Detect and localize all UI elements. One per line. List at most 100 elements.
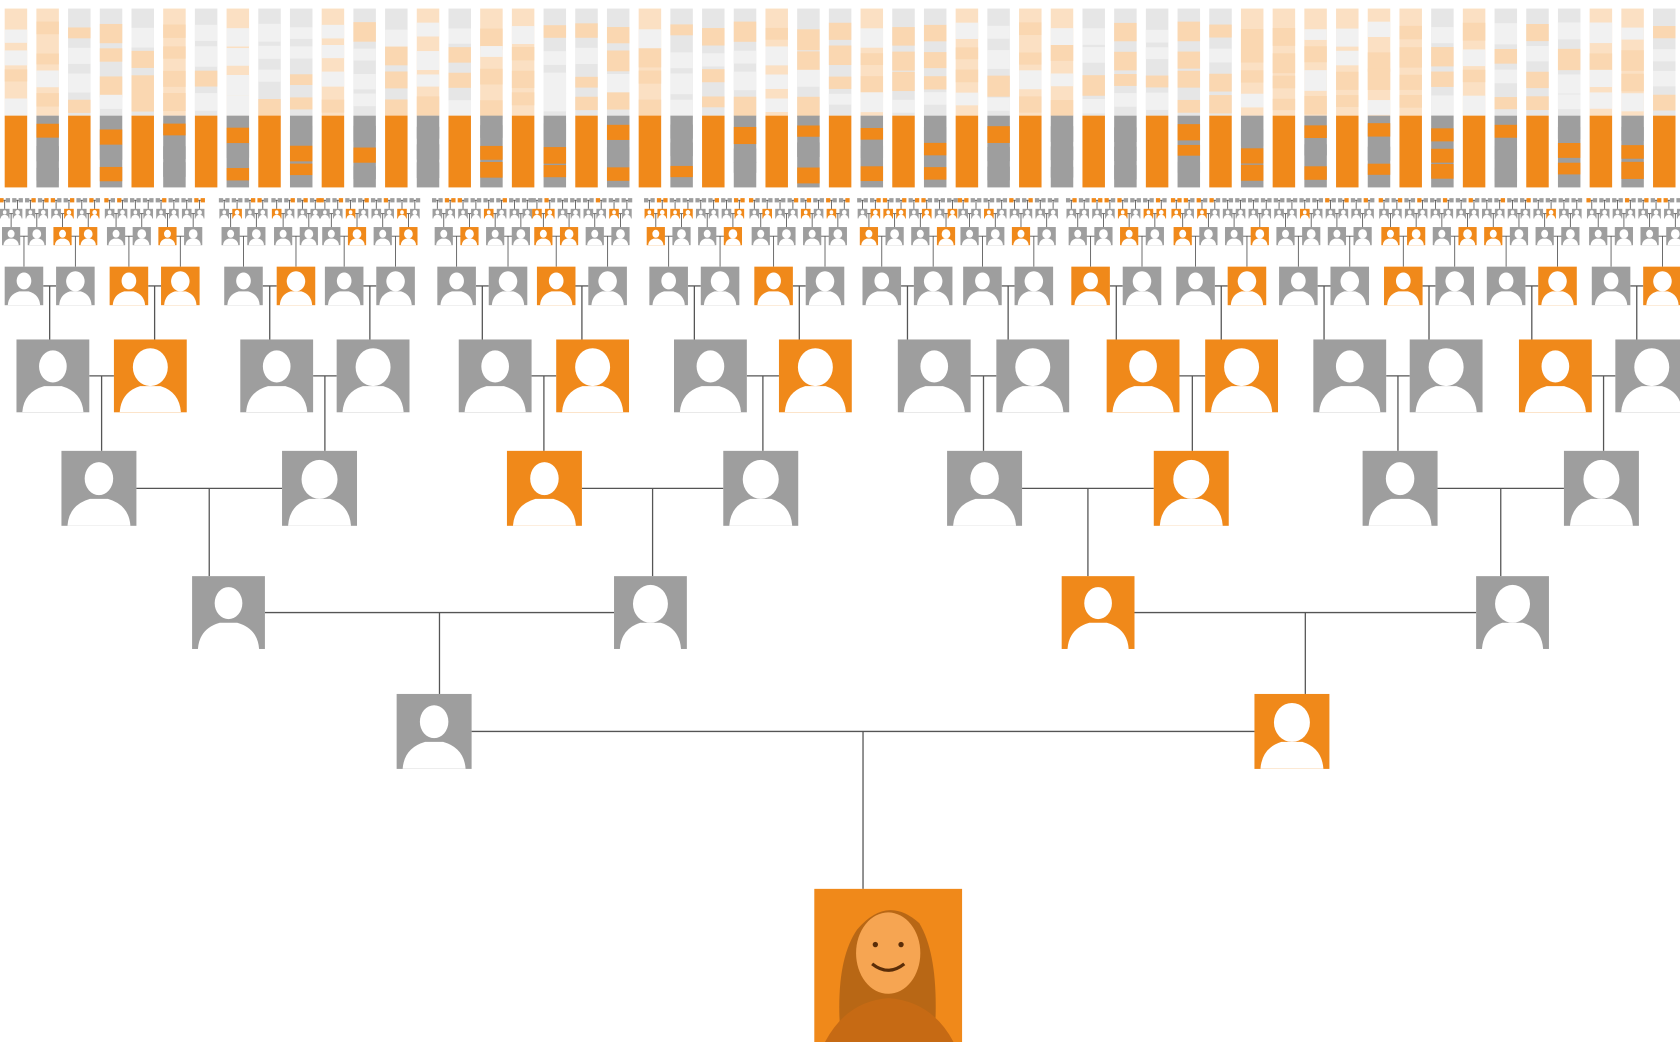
column-segment (1114, 127, 1136, 142)
column-segment (163, 25, 185, 38)
ancestor (735, 209, 745, 219)
ancestor-box (1117, 198, 1121, 202)
ancestor (1228, 267, 1267, 306)
ancestor (1536, 227, 1554, 245)
ancestor-box (451, 198, 455, 202)
column-segment (987, 26, 1009, 39)
ancestor (762, 209, 772, 219)
column-segment (829, 46, 851, 65)
ancestor-box (1443, 198, 1447, 202)
column-segment (322, 116, 344, 188)
ancestor (105, 209, 115, 219)
column-segment (227, 168, 249, 180)
ancestor (1251, 227, 1269, 245)
ancestor (1410, 339, 1483, 412)
ancestor (460, 227, 478, 245)
ancestor-box (958, 198, 962, 202)
ancestor-box (445, 198, 449, 202)
column-segment (195, 25, 217, 41)
column-segment (195, 116, 217, 188)
ancestor (670, 209, 680, 219)
ancestor (584, 209, 594, 219)
column-segment (1526, 46, 1548, 61)
column-segment (734, 149, 756, 163)
ancestor-box (1267, 198, 1271, 202)
ancestor (722, 209, 732, 219)
column-segment (765, 28, 787, 40)
ancestor (788, 209, 798, 219)
ancestor (909, 209, 919, 219)
ancestor-box (1184, 198, 1188, 202)
ancestor-box (1488, 198, 1492, 202)
ancestor (28, 227, 46, 245)
column-segment (1495, 125, 1517, 138)
ancestor-box (622, 198, 626, 202)
ancestor (1508, 209, 1518, 219)
nodes (0, 198, 1680, 769)
ancestor (507, 451, 582, 526)
ancestor (143, 209, 153, 219)
ancestor (1435, 267, 1474, 306)
column-segment (829, 23, 851, 40)
ancestor (1171, 209, 1181, 219)
ancestor-box (551, 198, 555, 202)
ancestor-box (902, 198, 906, 202)
ancestor-box (1209, 198, 1213, 202)
column-segment (1463, 49, 1485, 66)
ancestor (1079, 209, 1089, 219)
ancestor (1300, 209, 1310, 219)
ancestor (1363, 451, 1438, 526)
ancestor-box (857, 198, 861, 202)
column-segment (702, 116, 724, 188)
ancestor-box (734, 198, 738, 202)
ancestor (537, 267, 576, 306)
column-segment (1019, 96, 1041, 112)
column-segment (1273, 76, 1295, 89)
ancestor (1487, 267, 1526, 306)
ancestor-box (807, 198, 811, 202)
ancestor-box (1670, 198, 1674, 202)
ancestor (558, 209, 568, 219)
ancestor (827, 209, 837, 219)
ancestor-box (156, 198, 160, 202)
column-segment (797, 29, 819, 50)
ancestor-box (397, 198, 401, 202)
column-segment (322, 100, 344, 113)
column-segment (544, 124, 566, 140)
column-segment (797, 143, 819, 157)
column-segment (448, 73, 470, 88)
ancestor (898, 339, 971, 412)
column-segment (607, 147, 629, 161)
ancestor-box (1651, 198, 1655, 202)
ancestor-box (320, 198, 324, 202)
ancestor-box (509, 198, 513, 202)
ancestor (497, 209, 507, 219)
root-photo (814, 889, 962, 1042)
ancestor-box (628, 198, 632, 202)
ancestor-box (1171, 198, 1175, 202)
column-segment (575, 77, 597, 88)
ancestor (1287, 209, 1297, 219)
ancestor-box (284, 198, 288, 202)
column-segment (1178, 124, 1200, 140)
ancestor (1210, 209, 1220, 219)
ancestor (64, 209, 74, 219)
column-segment (1558, 94, 1580, 109)
ancestor (51, 209, 61, 219)
ancestor (1302, 227, 1320, 245)
ancestor-box (1162, 198, 1166, 202)
column-segment (861, 28, 883, 47)
column-segment (290, 164, 312, 176)
column-segment (1114, 23, 1136, 41)
column-segment (36, 146, 58, 161)
column-segment (1558, 163, 1580, 175)
column-segment (1241, 94, 1263, 108)
column-segment (956, 47, 978, 59)
ancestor (512, 227, 530, 245)
ancestor (1615, 227, 1633, 245)
column-segment (1368, 123, 1390, 136)
ancestor (1405, 209, 1415, 219)
ancestor-box (1571, 198, 1575, 202)
column-segment (1558, 49, 1580, 70)
ancestor-box (615, 198, 619, 202)
